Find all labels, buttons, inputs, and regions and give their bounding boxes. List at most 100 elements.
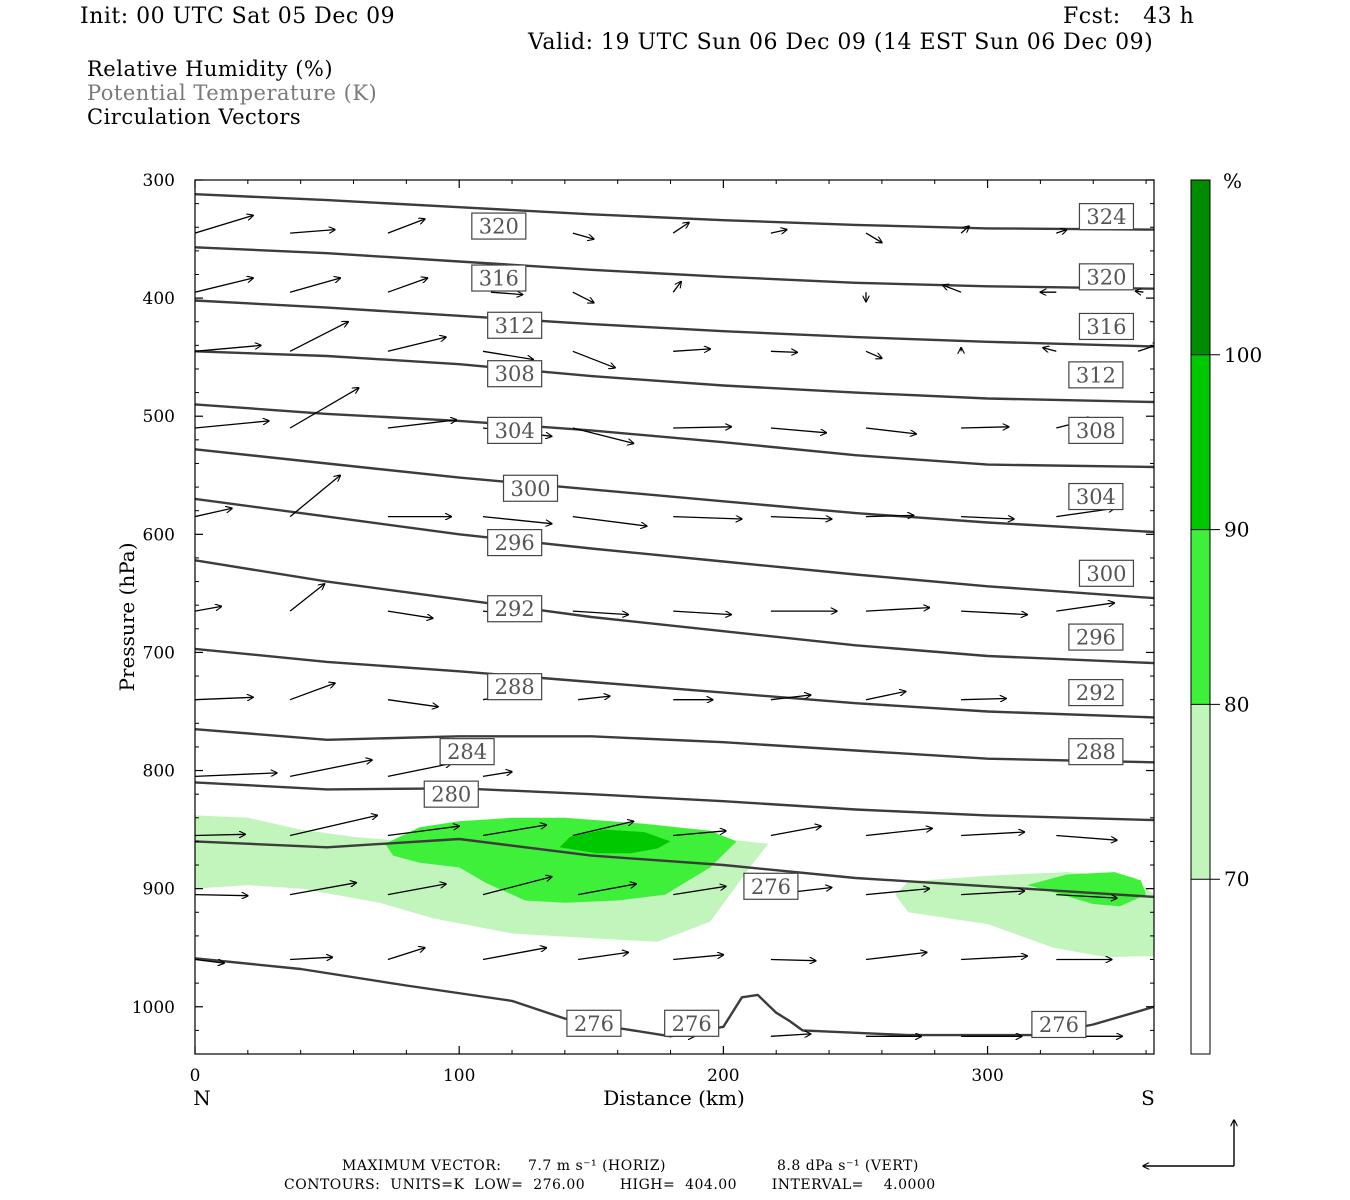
theta-label-304-1: 304	[1068, 482, 1124, 511]
vector-740-7	[865, 691, 906, 701]
vector-445-7	[865, 350, 882, 358]
svg-text:320: 320	[1086, 265, 1126, 289]
vector-345-7	[960, 226, 969, 234]
y-tick-label-500: 500	[143, 407, 175, 427]
vector-855-0	[195, 834, 245, 835]
legend-potential-temperature: Potential Temperature (K)	[87, 81, 378, 105]
circulation-vectors	[195, 215, 1154, 1036]
x-tick-label-200: 200	[707, 1066, 739, 1086]
vector-445-9	[1043, 348, 1057, 352]
theta-label-276-1: 276	[566, 1009, 622, 1037]
vector-445-4	[572, 350, 615, 368]
vector-585-4	[572, 515, 647, 527]
theta-label-292-0: 292	[487, 595, 543, 623]
colorbar-label-80: 80	[1224, 692, 1249, 716]
theta-contour-280	[195, 837, 1154, 899]
theta-contour-304	[195, 448, 1154, 534]
svg-text:284: 284	[447, 740, 487, 764]
svg-text:292: 292	[1076, 681, 1116, 705]
theta-contour-316	[195, 299, 1154, 348]
vector-665-1	[289, 584, 324, 612]
svg-text:308: 308	[495, 362, 535, 386]
x-end-label-north: N	[193, 1086, 211, 1110]
vector-1025-1	[770, 1034, 811, 1036]
theta-label-292-1: 292	[1068, 678, 1124, 707]
vector-905-5	[673, 886, 726, 896]
vector-905-4	[577, 884, 636, 896]
svg-text:308: 308	[1076, 419, 1116, 443]
svg-text:288: 288	[1076, 740, 1116, 764]
vector-855-9	[1056, 834, 1117, 841]
reference-vector-icon	[1143, 1120, 1234, 1166]
colorbar-segment-0	[1191, 879, 1210, 1054]
vector-665-2	[387, 610, 433, 618]
vector-445-2	[387, 337, 446, 352]
vector-740-0	[195, 697, 253, 699]
vector-740-2	[387, 699, 438, 707]
vector-905-2	[387, 884, 446, 896]
vector-665-5	[673, 610, 731, 615]
colorbar-segment-1	[1191, 704, 1210, 880]
vector-585-7	[865, 515, 914, 516]
theta-label-304-0: 304	[487, 416, 543, 444]
vector-445-1	[289, 322, 348, 352]
y-tick-label-600: 600	[143, 525, 175, 545]
vector-395-4	[572, 291, 594, 303]
vector-585-0	[195, 508, 232, 518]
svg-text:296: 296	[495, 531, 535, 555]
vector-960-6	[770, 960, 816, 961]
x-tick-label-0: 0	[190, 1066, 201, 1086]
vector-905-1	[289, 883, 356, 896]
vector-395-7	[943, 285, 962, 293]
vector-345-6	[865, 232, 882, 243]
theta-contour-300	[195, 497, 1154, 600]
theta-label-312-1: 312	[1068, 361, 1124, 389]
svg-text:276: 276	[574, 1012, 614, 1036]
y-axis-title: Pressure (hPa)	[115, 543, 139, 692]
vector-805-2	[387, 764, 451, 778]
x-axis-title: Distance (km)	[603, 1086, 745, 1110]
theta-label-320-0: 320	[471, 212, 527, 240]
theta-label-276-3: 276	[1031, 1010, 1087, 1039]
svg-text:312: 312	[1076, 363, 1116, 387]
vector-960-2	[387, 948, 425, 961]
vector-905-8	[961, 891, 1024, 896]
vector-510-0	[195, 421, 269, 429]
legend-circulation-vectors: Circulation Vectors	[87, 105, 302, 129]
theta-contour-276	[195, 957, 1154, 1038]
potential-temperature-contours	[195, 193, 1154, 1038]
vector-740-1	[289, 683, 335, 701]
vector-345-2	[387, 219, 425, 234]
svg-text:276: 276	[1039, 1013, 1079, 1037]
y-tick-label-1000: 1000	[132, 998, 175, 1018]
vector-665-9	[1056, 603, 1114, 612]
vector-510-6	[770, 427, 827, 433]
vector-345-5	[770, 230, 787, 234]
vector-445-5	[673, 349, 710, 351]
theta-label-280-0: 280	[423, 780, 479, 808]
vector-395-9	[1136, 291, 1144, 292]
vector-585-6	[770, 517, 832, 519]
vector-905-0	[195, 895, 248, 896]
vector-445-3	[482, 350, 533, 359]
theta-label-308-0: 308	[487, 360, 543, 388]
vector-445-0	[195, 345, 261, 352]
vector-855-2	[387, 826, 459, 837]
theta-contour-324	[195, 193, 1154, 231]
vector-345-4	[672, 223, 689, 234]
vector-510-5	[673, 427, 731, 428]
theta-contour-292	[195, 647, 1154, 719]
vector-855-1	[289, 815, 377, 837]
theta-label-276-2: 276	[664, 1009, 720, 1037]
colorbar-label-100: 100	[1224, 343, 1262, 367]
colorbar-unit: %	[1223, 169, 1242, 193]
vector-395-5	[672, 282, 681, 293]
theta-label-296-0: 296	[487, 528, 543, 557]
theta-label-296-1: 296	[1068, 623, 1124, 651]
vector-510-8	[961, 427, 1009, 428]
rh-90-area-0	[559, 829, 671, 854]
theta-contour-308	[195, 403, 1154, 469]
max-vector-vertical: 8.8 dPa s⁻¹ (VERT)	[777, 1158, 919, 1174]
theta-label-284-0: 284	[439, 738, 495, 766]
